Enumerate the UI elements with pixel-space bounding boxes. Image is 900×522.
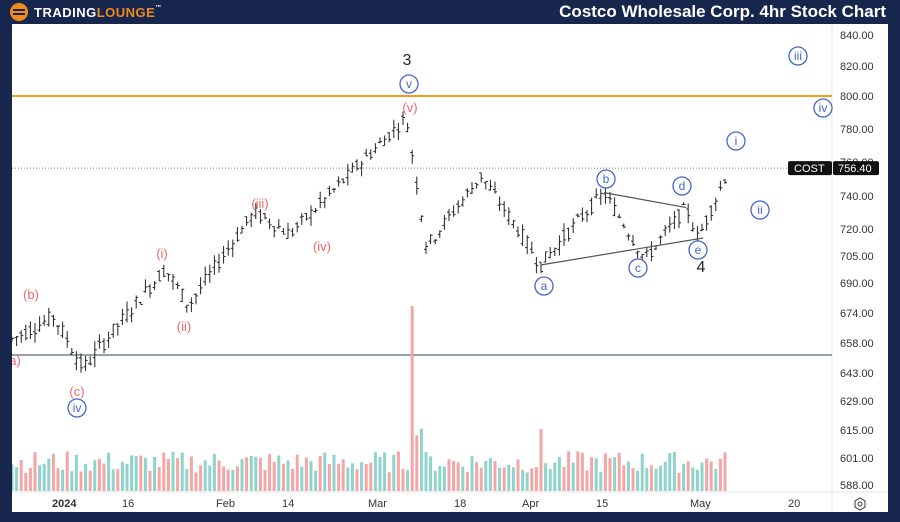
price-tick-label: 705.00 xyxy=(840,251,874,263)
triangle-pattern xyxy=(540,192,704,266)
time-tick-label: Apr xyxy=(522,498,539,510)
svg-text:iv: iv xyxy=(73,401,82,415)
wave-label-circled: iii xyxy=(788,46,808,66)
wave-label-circled: ii xyxy=(750,200,770,220)
price-tick-label: 780.00 xyxy=(840,124,874,136)
time-tick-label: 16 xyxy=(122,498,134,510)
wave-label-major: 3 xyxy=(403,52,412,69)
time-tick-label: Feb xyxy=(216,498,235,510)
price-tick-label: 740.00 xyxy=(840,191,874,203)
header: TradingLounge™ Costco Wholesale Corp. 4h… xyxy=(0,0,900,24)
price-tick-label: 629.00 xyxy=(840,396,874,408)
price-tick-label: 658.00 xyxy=(840,338,874,350)
price-tick-label: 588.00 xyxy=(840,480,874,492)
wave-label-circled: d xyxy=(672,176,692,196)
trading-lounge-logo: TradingLounge™ xyxy=(10,2,162,22)
time-tick-label: May xyxy=(690,498,711,510)
wave-label-circled: i xyxy=(726,131,746,151)
svg-text:d: d xyxy=(679,179,686,193)
svg-text:a: a xyxy=(541,279,548,293)
svg-text:v: v xyxy=(406,77,412,91)
wave-label-circled: b xyxy=(596,169,616,189)
price-tick-label: 674.00 xyxy=(840,308,874,320)
last-price-tag: COST 756.40 xyxy=(788,161,879,176)
price-tick-label: 820.00 xyxy=(840,61,874,73)
price-tick-label: 800.00 xyxy=(840,91,874,103)
wave-label-circled: iv xyxy=(67,398,87,418)
price-tick-label: 720.00 xyxy=(840,224,874,236)
volume-bars xyxy=(12,306,727,491)
price-chart[interactable]: 840.00820.00800.00780.00760.00740.00720.… xyxy=(12,24,888,512)
svg-text:b: b xyxy=(603,172,610,186)
settings-gear-icon[interactable] xyxy=(854,497,866,511)
price-tick-label: 690.00 xyxy=(840,278,874,290)
wave-label-major: 4 xyxy=(697,259,706,276)
price-tick-label: 643.00 xyxy=(840,368,874,380)
svg-text:ii: ii xyxy=(757,203,762,217)
price-tick-label: 840.00 xyxy=(840,30,874,42)
logo-icon xyxy=(10,3,28,21)
wave-label-circled: e xyxy=(688,240,708,260)
wave-label-red: (ii) xyxy=(177,319,191,334)
price-tick-label: 601.00 xyxy=(840,453,874,465)
wave-label-circled: iv xyxy=(813,98,833,118)
wave-label-red: (b) xyxy=(23,287,39,302)
wave-label-circled: v xyxy=(399,74,419,94)
wave-label-red: (iii) xyxy=(251,196,268,211)
svg-text:COST: COST xyxy=(794,163,825,175)
wave-label-red: a) xyxy=(12,353,21,368)
svg-text:e: e xyxy=(695,243,702,257)
time-tick-label: 18 xyxy=(454,498,466,510)
wave-label-circled: a xyxy=(534,276,554,296)
chart-title: Costco Wholesale Corp. 4hr Stock Chart xyxy=(559,2,886,21)
svg-text:756.40: 756.40 xyxy=(838,163,872,175)
time-tick-label: 20 xyxy=(788,498,800,510)
time-tick-label: Mar xyxy=(368,498,387,510)
chart-panel[interactable]: 840.00820.00800.00780.00760.00740.00720.… xyxy=(12,24,888,512)
ohlc-bars xyxy=(12,111,727,373)
svg-text:i: i xyxy=(735,134,738,148)
wave-label-circled: c xyxy=(628,258,648,278)
price-tick-label: 615.00 xyxy=(840,425,874,437)
wave-label-red: (c) xyxy=(69,384,84,399)
time-tick-label: 14 xyxy=(282,498,294,510)
wave-label-red: (i) xyxy=(156,246,168,261)
wave-label-red: (iv) xyxy=(313,239,331,254)
wave-label-red: (v) xyxy=(402,100,417,115)
time-tick-label: 2024 xyxy=(52,498,77,510)
svg-text:iv: iv xyxy=(819,101,828,115)
svg-text:iii: iii xyxy=(794,49,802,63)
svg-text:c: c xyxy=(635,261,641,275)
time-tick-label: 15 xyxy=(596,498,608,510)
